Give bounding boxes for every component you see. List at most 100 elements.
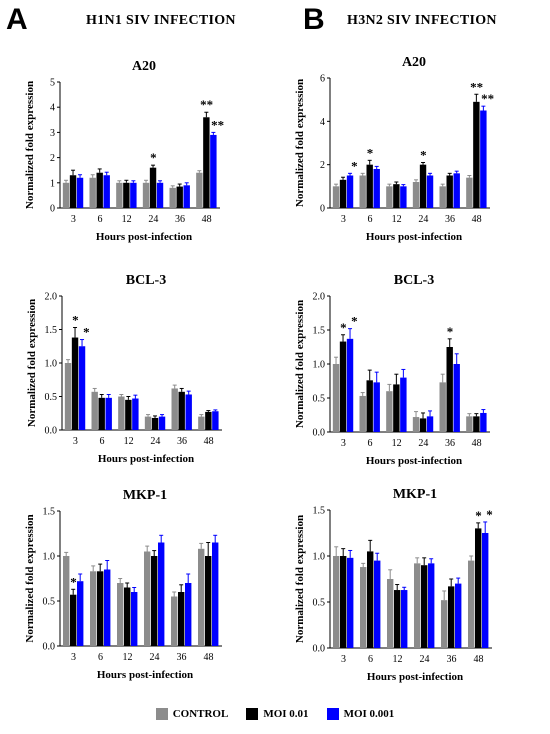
chart-3-xtick-label: 3: [73, 436, 78, 447]
chart-1-xtick-label: 36: [175, 214, 185, 225]
chart-2-xlabel: Hours post-infection: [366, 231, 462, 243]
chart-1-bar: [196, 172, 203, 208]
chart-1-xtick-label: 12: [122, 214, 132, 225]
chart-4-xlabel: Hours post-infection: [366, 455, 462, 467]
chart-3-bar: [158, 416, 166, 430]
chart-3-bar: [78, 346, 86, 430]
chart-4-bar: [446, 347, 453, 432]
chart-4-ytick-label: 1.5: [313, 326, 326, 337]
chart-4-ylabel: Normalized fold expression: [294, 300, 306, 428]
chart-5-xtick-label: 12: [123, 652, 133, 663]
chart-5-bar: [205, 556, 212, 646]
chart-2-bar: [332, 186, 340, 208]
chart-5-bar: [198, 548, 205, 646]
chart-4-ytick-label: 1.0: [313, 360, 326, 371]
chart-6-ytick-label: 1.0: [313, 552, 326, 563]
chart-6-significance-mark: *: [486, 507, 493, 522]
chart-2-bar: [439, 186, 446, 208]
chart-5-bar: [144, 551, 151, 646]
chart-6-bar: [340, 556, 347, 648]
chart-2-bar: [359, 175, 366, 208]
chart-3-ytick-label: 1.5: [45, 325, 58, 336]
chart-2-ytick-label: 2: [320, 160, 325, 171]
chart-1-ytick-label: 0: [50, 204, 55, 215]
chart-3-title: BCL-3: [126, 273, 166, 288]
chart-4-bar: [386, 391, 393, 432]
chart-2-ytick-label: 0: [320, 204, 325, 215]
chart-2-bar: [426, 175, 434, 208]
chart-6-title: MKP-1: [393, 487, 437, 502]
chart-2-significance-mark: *: [351, 158, 358, 173]
chart-4-ytick-label: 0.0: [313, 428, 326, 439]
chart-4-bar: [366, 380, 373, 432]
chart-3-bar: [198, 416, 205, 430]
chart-2-bar: [400, 186, 407, 208]
chart-2-significance-mark: **: [481, 91, 494, 106]
chart-1-bar: [69, 175, 77, 208]
chart-6-ytick-label: 1.5: [313, 506, 326, 517]
chart-4-bar: [393, 384, 400, 432]
chart-2-xtick-label: 3: [341, 214, 346, 225]
chart-2-bar: [393, 184, 400, 208]
chart-4-bar: [346, 338, 354, 432]
chart-5-bar: [70, 594, 77, 646]
chart-3-ytick-label: 0.5: [45, 392, 58, 403]
chart-1-bar: [116, 182, 123, 208]
legend-swatch-moi-001: [246, 708, 259, 720]
legend-label-moi-001: MOI 0.01: [263, 708, 309, 720]
chart-5-bar: [90, 571, 97, 646]
chart-6-xtick-label: 24: [420, 654, 430, 665]
chart-4-xtick-label: 3: [341, 438, 346, 449]
chart-6-bar: [360, 567, 367, 648]
chart-4-ytick-label: 2.0: [313, 292, 326, 303]
chart-5-title: MKP-1: [123, 488, 167, 503]
chart-6-xtick-label: 6: [368, 654, 373, 665]
chart-4-bar: [466, 416, 473, 432]
chart-5-bar: [77, 581, 84, 646]
chart-1-bar: [123, 182, 130, 208]
chart-4-bar: [419, 418, 427, 432]
chart-2-bar: [412, 182, 420, 208]
chart-1-ytick-label: 2: [50, 153, 55, 164]
chart-6-bar: [441, 600, 448, 648]
chart-4-bar: [473, 416, 480, 432]
chart-3-bar: [178, 391, 185, 430]
chart-6-bar: [475, 528, 482, 648]
panel-title-b: H3N2 SIV INFECTION: [347, 13, 497, 28]
chart-6-bar: [421, 565, 428, 648]
chart-1-bar: [103, 175, 110, 208]
chart-5-bar: [212, 542, 219, 646]
chart-6-bar: [333, 556, 340, 648]
chart-2-bar: [386, 186, 393, 208]
chart-3-bar: [71, 337, 79, 430]
legend-item-moi-001: MOI 0.01: [246, 708, 309, 720]
chart-1-bar: [156, 182, 164, 208]
chart-6-bar: [394, 590, 401, 648]
chart-6-bar: [468, 560, 475, 648]
legend-swatch-control: [155, 708, 168, 720]
chart-1-ytick-label: 1: [50, 178, 55, 189]
chart-2-bar: [373, 169, 380, 208]
chart-3-ytick-label: 0.0: [45, 426, 58, 437]
panel-title-a: H1N1 SIV INFECTION: [86, 13, 236, 28]
chart-3-bar: [144, 416, 152, 430]
chart-1-title: A20: [132, 59, 156, 74]
chart-2-bar: [473, 101, 480, 208]
chart-4-significance-mark: *: [351, 314, 358, 329]
chart-2-bar: [346, 175, 354, 208]
legend-label-moi-0001: MOI 0.001: [343, 708, 395, 720]
chart-1-bar: [169, 187, 176, 208]
chart-5-ytick-label: 1.5: [43, 507, 56, 518]
chart-2-xtick-label: 6: [368, 214, 373, 225]
chart-1-bar: [76, 177, 84, 208]
chart-4-bar: [332, 364, 340, 432]
chart-5-bar: [158, 542, 165, 646]
chart-2-ylabel: Normalized fold expression: [294, 79, 306, 207]
chart-4-bar: [400, 377, 407, 432]
chart-3-bar: [171, 388, 178, 430]
chart-6-bar: [374, 560, 381, 648]
chart-1-bar: [183, 185, 190, 208]
chart-5-xtick-label: 36: [177, 652, 187, 663]
chart-4-xtick-label: 36: [445, 438, 455, 449]
chart-1-bar: [149, 167, 157, 208]
